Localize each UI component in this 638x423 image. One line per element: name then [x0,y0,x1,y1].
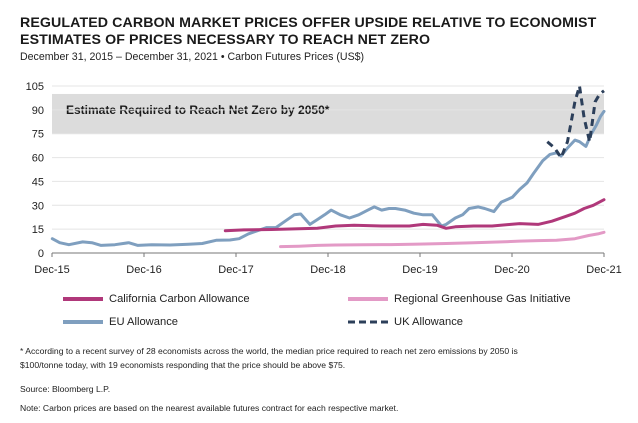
data-note: Note: Carbon prices are based on the nea… [20,403,399,413]
x-tick-label-dec-15: Dec-15 [34,264,69,276]
line-chart: Estimate Required to Reach Net Zero by 2… [26,81,622,276]
x-tick-label-dec-21: Dec-21 [586,264,621,276]
chart-title-line-1: REGULATED CARBON MARKET PRICES OFFER UPS… [20,15,597,31]
y-tick-label-105: 105 [26,81,44,93]
chart-title-line-2: ESTIMATES OF PRICES NECESSARY TO REACH N… [20,32,431,48]
legend-swatch-rggi [348,297,388,302]
y-tick-label-75: 75 [32,129,44,141]
y-tick-label-90: 90 [32,105,44,117]
x-tick-label-dec-20: Dec-20 [494,264,529,276]
x-tick-label-dec-18: Dec-18 [310,264,345,276]
legend-swatch-eua [63,320,103,325]
footnote-line-2: $100/tonne today, with 19 economists res… [20,360,346,370]
legend-label-rggi: Regional Greenhouse Gas Initiative [394,293,571,305]
legend-label-cca: California Carbon Allowance [109,293,250,305]
series-line-cca [223,198,606,233]
y-tick-label-60: 60 [32,153,44,165]
x-tick-label-dec-16: Dec-16 [126,264,161,276]
source-note: Source: Bloomberg L.P. [20,384,111,394]
legend-label-uka: UK Allowance [394,316,464,328]
legend-swatch-cca [63,297,103,302]
y-tick-label-15: 15 [32,224,44,236]
y-tick-label-0: 0 [38,248,44,260]
legend-item-uka: UK Allowance [348,316,463,328]
footnote-line-1: * According to a recent survey of 28 eco… [20,346,518,356]
legend-swatch-uka [348,320,388,324]
y-tick-label-30: 30 [32,200,44,212]
y-tick-label-45: 45 [32,176,44,188]
legend-item-rggi: Regional Greenhouse Gas Initiative [348,293,571,305]
chart-title: REGULATED CARBON MARKET PRICES OFFER UPS… [20,15,620,49]
x-tick-label-dec-17: Dec-17 [218,264,253,276]
footnote: * According to a recent survey of 28 eco… [20,344,620,372]
legend-item-cca: California Carbon Allowance [63,293,250,305]
series-line-eua [50,109,606,247]
legend-item-eua: EU Allowance [63,316,178,328]
chart-subtitle: December 31, 2015 – December 31, 2021 • … [20,51,365,63]
legend-label-eua: EU Allowance [109,316,179,328]
series-line-uka [546,84,605,160]
x-tick-label-dec-19: Dec-19 [402,264,437,276]
series-line-rggi [279,230,606,249]
net-zero-band [52,93,604,134]
